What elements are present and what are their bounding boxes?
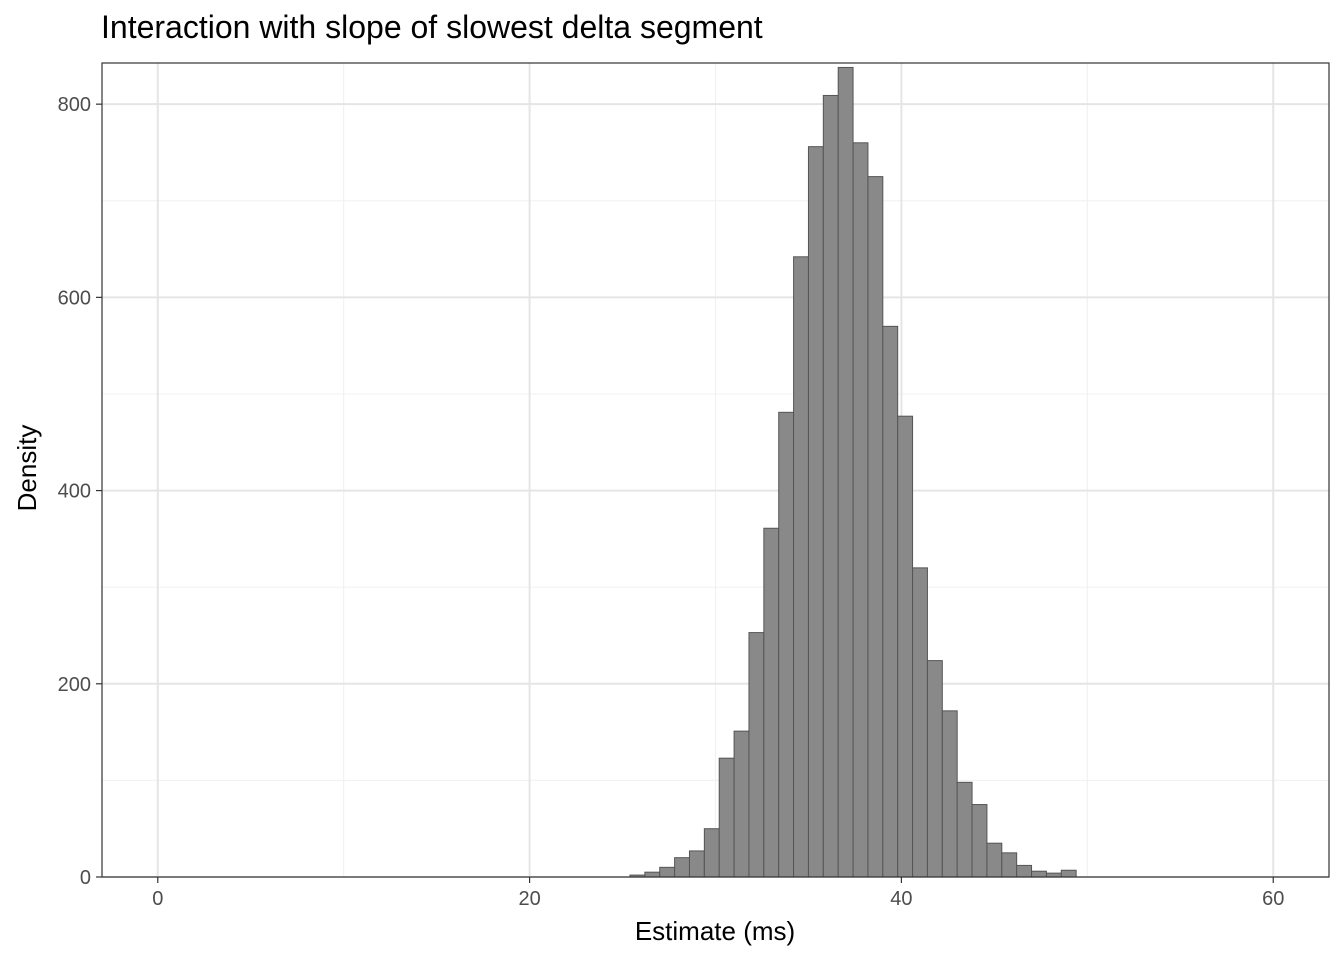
panel-border: [101, 62, 1330, 878]
histogram-bar: [941, 710, 958, 878]
histogram-bar: [778, 411, 795, 878]
histogram-bar: [1001, 852, 1018, 878]
chart-title: Interaction with slope of slowest delta …: [101, 9, 763, 45]
y-tick-label: 600: [58, 287, 91, 309]
histogram-bar: [659, 866, 676, 878]
histogram-bar: [1060, 869, 1077, 878]
y-tick-label: 0: [80, 867, 91, 889]
histogram-bar: [822, 94, 839, 878]
histogram-bar: [793, 256, 809, 878]
histogram-bar: [912, 567, 928, 878]
y-tick-label: 400: [58, 481, 91, 503]
histogram-bar: [703, 828, 720, 878]
x-tick-label: 20: [518, 888, 540, 910]
y-tick-label: 200: [58, 674, 91, 696]
histogram-bar: [852, 142, 869, 878]
histogram-bar: [971, 804, 988, 878]
histogram-bar: [1016, 864, 1033, 878]
x-tick-label: 60: [1262, 888, 1284, 910]
x-axis-title: Estimate (ms): [635, 916, 795, 946]
histogram-bar: [748, 632, 765, 878]
histogram-bar: [926, 660, 943, 878]
x-tick-label: 0: [152, 888, 163, 910]
histogram-bar: [763, 527, 780, 878]
histogram-bar: [807, 146, 824, 878]
histogram-bar: [688, 850, 705, 878]
histogram-bar: [674, 857, 690, 878]
histogram-bar: [1031, 870, 1047, 878]
histogram-bar: [733, 730, 750, 878]
histogram-bar: [718, 757, 735, 878]
y-tick-label: 800: [58, 94, 91, 116]
histogram-bar: [986, 842, 1003, 878]
histogram-bar: [867, 176, 884, 878]
histogram-bar: [897, 415, 914, 878]
histogram-bar: [882, 325, 899, 878]
histogram-bar: [644, 871, 661, 878]
histogram-bar: [956, 781, 973, 878]
y-axis-title: Density: [12, 425, 42, 512]
grid-layer: [102, 63, 1329, 878]
x-tick-label: 40: [890, 888, 912, 910]
bars-layer: [629, 66, 1077, 878]
histogram-bar: [837, 66, 854, 878]
